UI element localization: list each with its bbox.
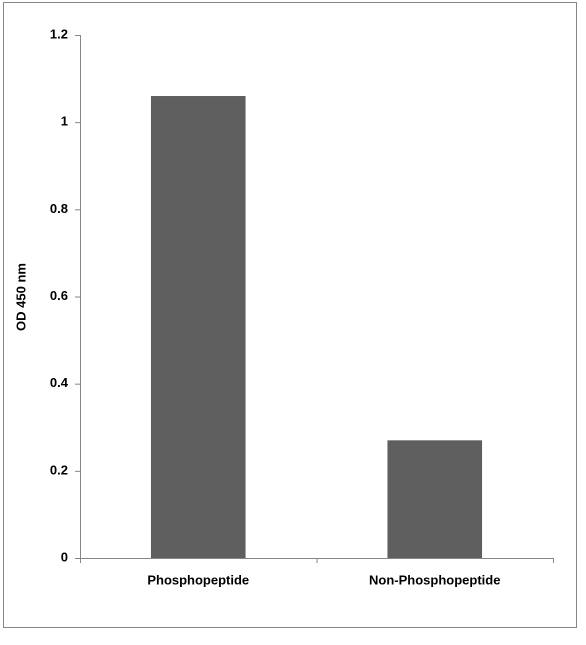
- y-tick-label: 1: [61, 114, 68, 129]
- y-tick-label: 0.2: [50, 462, 68, 477]
- y-tick-label: 0: [61, 549, 68, 564]
- chart-frame: [3, 2, 577, 628]
- y-axis-label: OD 450 nm: [13, 263, 28, 331]
- y-tick-label: 0.6: [50, 288, 68, 303]
- y-tick-label: 1.2: [50, 26, 68, 41]
- y-tick-label: 0.4: [50, 375, 69, 390]
- bar: [387, 440, 483, 558]
- x-tick-label: Non-Phosphopeptide: [369, 572, 500, 587]
- bar: [150, 96, 246, 559]
- y-tick-label: 0.8: [50, 201, 68, 216]
- x-tick-label: Phosphopeptide: [147, 572, 249, 587]
